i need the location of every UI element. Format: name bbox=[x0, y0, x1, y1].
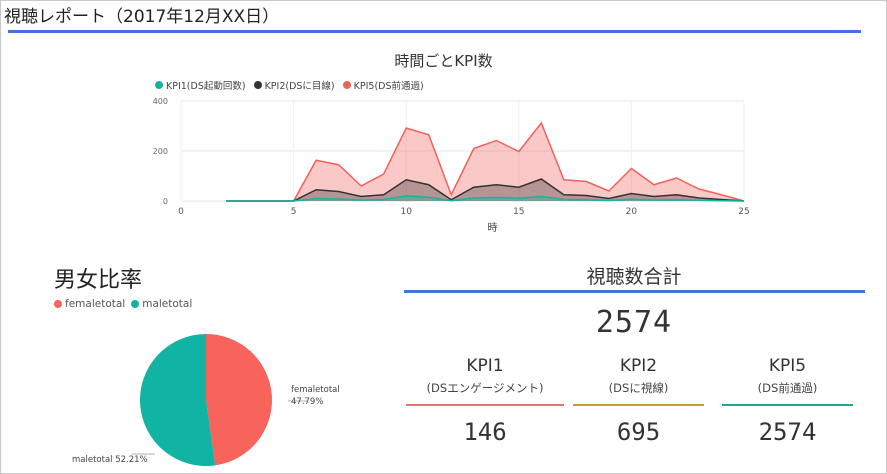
legend-label-female: femaletotal bbox=[65, 298, 126, 310]
legend-dot-kpi5 bbox=[342, 81, 351, 89]
kpi2-subtitle: (DSに視線) bbox=[608, 381, 669, 395]
legend-dot-kpi2 bbox=[253, 81, 262, 89]
kpi2-value: 695 bbox=[616, 418, 661, 446]
legend-item-kpi2[interactable]: KPI2(DSに目線) bbox=[253, 78, 335, 92]
pie-legend-male[interactable]: maletotal bbox=[131, 298, 192, 310]
kpi5-name: KPI5 bbox=[768, 356, 807, 376]
female-slice-pct: 47.79% bbox=[291, 397, 323, 407]
kpi5-card: KPI5 (DS前通過) 2574 bbox=[722, 356, 853, 446]
kpi1-subtitle: (DSエンゲージメント) bbox=[426, 381, 544, 395]
kpi1-value: 146 bbox=[463, 418, 507, 446]
kpi1-card: KPI1 (DSエンゲージメント) 146 bbox=[406, 356, 564, 446]
series-line-KPI5(DS前通過)[interactable] bbox=[226, 121, 745, 202]
male-slice-label: maletotal 52.21% bbox=[72, 455, 148, 465]
kpi2-card: KPI2 (DSに視線) 695 bbox=[573, 356, 704, 446]
y-tick-label: 200 bbox=[153, 147, 168, 156]
kpi5-subtitle: (DS前通過) bbox=[757, 381, 818, 395]
x-tick-label: 25 bbox=[738, 207, 749, 217]
legend-label-kpi2: KPI2(DSに目線) bbox=[264, 81, 335, 92]
grand-total-value: 2574 bbox=[595, 305, 673, 340]
legend-label-kpi5: KPI5(DS前通過) bbox=[353, 81, 424, 92]
kpi2-name: KPI2 bbox=[619, 356, 658, 376]
gender-pie-chart: femaletotal 47.79% maletotal 52.21% bbox=[72, 334, 340, 466]
x-axis-label: 時 bbox=[488, 222, 498, 234]
y-tick-label: 0 bbox=[163, 197, 168, 206]
hourly-kpi-line-chart: 0 200 400 0 5 10 15 20 25 時 bbox=[153, 97, 750, 234]
legend-dot-male bbox=[131, 300, 140, 308]
kpi1-accent-bar bbox=[406, 404, 564, 406]
title-divider bbox=[8, 30, 861, 33]
x-tick-label: 5 bbox=[291, 207, 297, 217]
report-title: 視聴レポート（2017年12月XX日） bbox=[4, 7, 280, 27]
legend-label-kpi1: KPI1(DS起動回数) bbox=[166, 81, 246, 92]
legend-label-male: maletotal bbox=[142, 298, 193, 310]
legend-item-kpi1[interactable]: KPI1(DS起動回数) bbox=[155, 78, 246, 92]
series-line-KPI2(DSに目線)[interactable] bbox=[226, 178, 745, 202]
x-tick-label: 20 bbox=[626, 207, 638, 217]
kpi5-accent-bar bbox=[722, 404, 853, 406]
legend-dot-female bbox=[54, 300, 62, 308]
kpi1-name: KPI1 bbox=[466, 356, 504, 376]
female-slice-label: femaletotal bbox=[291, 385, 340, 395]
series-line-KPI1(DS起動回数)[interactable] bbox=[226, 195, 745, 202]
x-tick-label: 0 bbox=[178, 207, 184, 217]
line-chart-legend: KPI1(DS起動回数) KPI2(DSに目線) KPI5(DS前通過) bbox=[155, 78, 424, 92]
x-tick-label: 15 bbox=[513, 207, 524, 217]
pie-slice-femaletotal[interactable] bbox=[206, 334, 273, 466]
totals-divider bbox=[404, 290, 865, 293]
x-tick-label: 10 bbox=[400, 207, 412, 217]
line-chart-title: 時間ごとKPI数 bbox=[394, 52, 493, 70]
totals-title: 視聴数合計 bbox=[586, 266, 682, 288]
pie-legend-female[interactable]: femaletotal bbox=[54, 298, 125, 310]
legend-dot-kpi1 bbox=[155, 81, 163, 89]
y-tick-label: 400 bbox=[153, 97, 168, 106]
pie-legend: femaletotal maletotal bbox=[54, 298, 192, 310]
kpi2-accent-bar bbox=[573, 404, 704, 406]
gender-ratio-title: 男女比率 bbox=[54, 268, 143, 293]
kpi5-value: 2574 bbox=[758, 418, 817, 446]
legend-item-kpi5[interactable]: KPI5(DS前通過) bbox=[342, 78, 424, 92]
pie-slice-maletotal[interactable] bbox=[140, 334, 216, 466]
